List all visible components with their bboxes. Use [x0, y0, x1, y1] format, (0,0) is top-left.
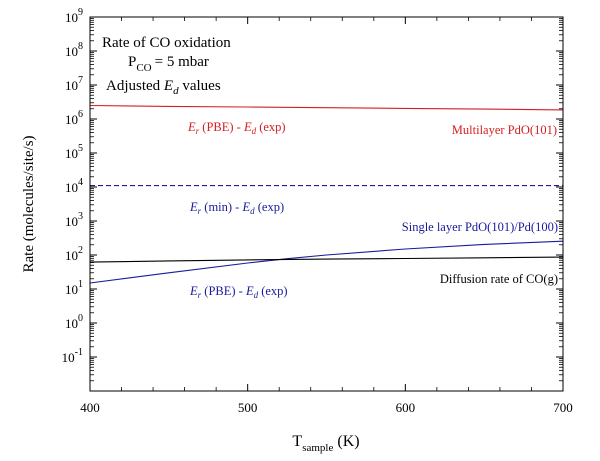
series-line-multilayer	[89, 104, 564, 111]
title-values: values	[179, 78, 221, 94]
annotation-min: Er (min) - Ed (exp)	[189, 200, 284, 216]
y-axis-label: Rate (molecules/site/s)	[21, 135, 37, 272]
annotation-pbe-multilayer: Er (PBE) - Ed (exp)	[187, 120, 286, 136]
pressure-symbol: P	[128, 54, 136, 70]
title-adjusted: Adjusted	[106, 78, 164, 94]
y-tick-label: 10-1	[62, 347, 83, 365]
series-label-diffusion: Diffusion rate of CO(g)	[440, 272, 558, 286]
series-line-diffusion	[89, 256, 564, 263]
chart-title-line3: Adjusted Ed values	[106, 78, 221, 97]
y-tick-label: 104	[65, 177, 83, 195]
x-axis-label: Tsample (K)	[292, 433, 359, 454]
x-tick-label: 600	[396, 400, 416, 415]
y-tick-label: 108	[65, 41, 83, 59]
y-tick-label: 101	[65, 279, 83, 297]
series-label-single-layer: Single layer PdO(101)/Pd(100)	[402, 220, 558, 234]
title-e-sub: d	[173, 85, 179, 97]
pressure-subscript: CO	[136, 62, 151, 74]
plot-frame	[89, 16, 564, 392]
y-tick-label: 106	[65, 109, 83, 127]
series-label-multilayer: Multilayer PdO(101)	[452, 123, 557, 137]
title-e: E	[163, 78, 173, 94]
x-tick-label: 400	[80, 400, 100, 415]
annotation-pbe-single: Er (PBE) - Ed (exp)	[189, 284, 288, 300]
x-tick-label: 500	[238, 400, 258, 415]
y-tick-label: 105	[65, 143, 83, 161]
series-line-single	[89, 240, 564, 284]
y-tick-label: 109	[65, 7, 83, 25]
y-tick-label: 107	[65, 75, 83, 93]
x-tick-label: 700	[553, 400, 573, 415]
y-tick-label: 103	[65, 211, 83, 229]
y-tick-label: 100	[65, 313, 83, 331]
pressure-value: = 5 mbar	[155, 54, 209, 70]
chart-title-line1: Rate of CO oxidation	[102, 35, 231, 51]
y-tick-label: 102	[65, 245, 83, 263]
chart-title-line2: PCO = 5 mbar	[128, 54, 209, 74]
